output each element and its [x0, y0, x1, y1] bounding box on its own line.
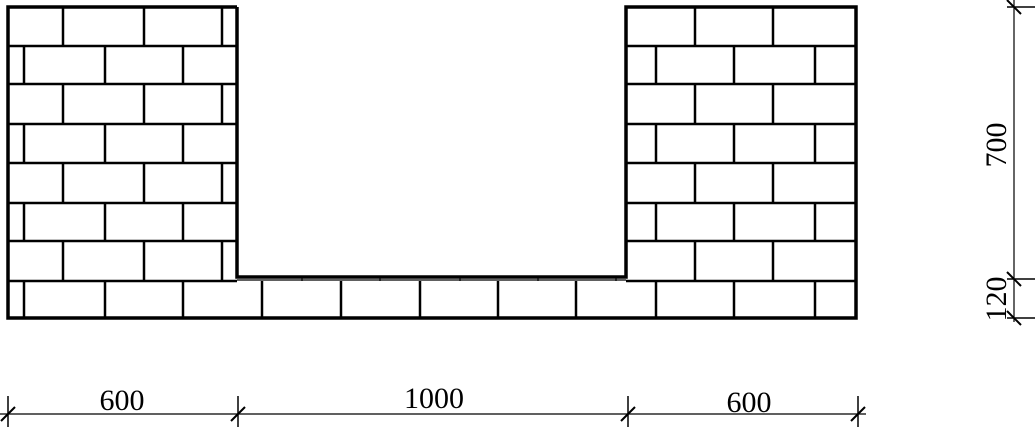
dimension-tick: [850, 406, 866, 422]
dimension-tick: [1006, 271, 1022, 287]
dimension-tick: [620, 406, 636, 422]
dimension-tick: [0, 406, 16, 422]
dimension-tick: [1006, 0, 1022, 15]
dim-wall-height: 700: [980, 123, 1013, 168]
dimension-tick: [230, 406, 246, 422]
wall-outline-path: [6, 5, 858, 320]
dimension-tick: [1006, 310, 1022, 326]
wall-outline: [6, 5, 858, 320]
dim-right-wall-width: 600: [727, 386, 772, 419]
brick-masonry: [8, 7, 856, 318]
dim-base-thickness: 120: [980, 277, 1013, 322]
dim-channel-width: 1000: [404, 382, 464, 415]
dim-left-wall-width: 600: [100, 384, 145, 417]
